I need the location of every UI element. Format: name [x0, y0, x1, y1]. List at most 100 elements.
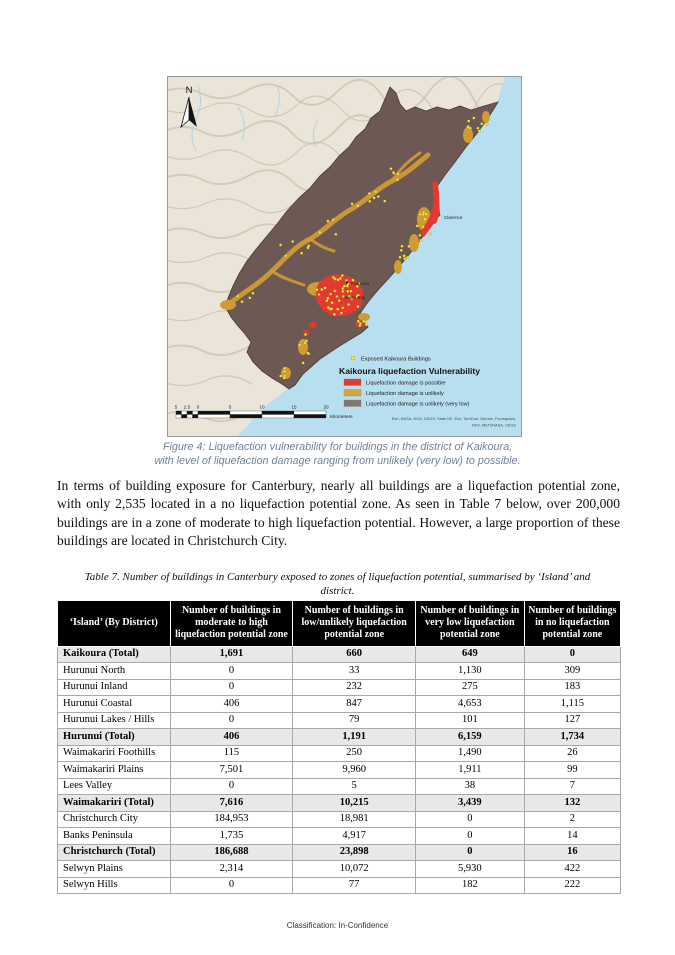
south-bay-label: South Bay — [344, 295, 366, 300]
district-cell: Christchurch (Total) — [57, 843, 171, 862]
value-cell: 0 — [415, 827, 525, 845]
value-cell: 222 — [523, 876, 622, 895]
liquefaction-unlikely-zones — [220, 111, 490, 379]
value-cell: 0 — [415, 810, 525, 829]
table-row: Christchurch City 184,953 18,981 0 2 — [57, 810, 622, 829]
district-cell: Waimakariri (Total) — [57, 794, 171, 812]
value-cell: 275 — [415, 678, 525, 697]
value-cell: 1,911 — [415, 761, 525, 779]
table-row: Selwyn Plains 2,314 10,072 5,930 422 — [57, 860, 622, 878]
scale-bar: 5 2.5 0 5 10 15 20 — [175, 405, 354, 421]
table-row: Hurunui North 0 33 1,130 309 — [57, 662, 622, 680]
value-cell: 1,691 — [169, 645, 294, 664]
kaikoura-label: Kaikoura — [351, 281, 370, 286]
district-cell: Hurunui Inland — [57, 678, 171, 697]
value-cell: 16 — [523, 843, 622, 862]
place-labels: Clarence Kaikoura South Bay — [344, 215, 463, 300]
value-cell: 115 — [169, 744, 294, 763]
legend-swatch — [343, 399, 362, 407]
building-dots — [236, 116, 489, 380]
value-cell: 5,930 — [415, 860, 525, 878]
legend-title: Kaikoura liquefaction Vulnerability — [339, 366, 480, 376]
map-attribution-line1: Esri, NASA, NGA, USGS, Stats NZ, Esri, T… — [392, 416, 516, 421]
value-cell: 309 — [523, 662, 622, 680]
district-cell: Waimakariri Plains — [57, 761, 171, 779]
district-cell: Hurunui Coastal — [57, 695, 171, 713]
value-cell: 10,215 — [292, 794, 417, 812]
value-cell: 7,616 — [169, 794, 294, 812]
value-cell: 101 — [415, 711, 525, 730]
legend-item-label: Liquefaction damage is possible — [366, 380, 446, 386]
district-cell: Hurunui (Total) — [57, 728, 171, 746]
header-very-low: Number of buildings in very low liquefac… — [415, 600, 525, 647]
value-cell: 660 — [292, 645, 417, 664]
table-row: Hurunui Coastal 406 847 4,653 1,115 — [57, 695, 622, 713]
district-cell: Christchurch City — [57, 810, 171, 829]
district-cell: Kaikoura (Total) — [57, 645, 171, 664]
value-cell: 0 — [169, 777, 294, 796]
value-cell: 847 — [292, 695, 417, 713]
value-cell: 4,653 — [415, 695, 525, 713]
value-cell: 5 — [292, 777, 417, 796]
table-header: ‘Island’ (By District) Number of buildin… — [57, 600, 622, 647]
table-row: Hurunui (Total) 406 1,191 6,159 1,734 — [57, 728, 622, 746]
table-row: Hurunui Inland 0 232 275 183 — [57, 678, 622, 697]
value-cell: 184,953 — [169, 810, 294, 829]
legend-swatch — [343, 389, 362, 397]
kaikoura-marker — [346, 281, 348, 284]
table-7: ‘Island’ (By District) Number of buildin… — [57, 600, 622, 895]
value-cell: 186,688 — [169, 843, 294, 862]
value-cell: 4,917 — [292, 827, 417, 845]
table-row: Selwyn Hills 0 77 182 222 — [57, 876, 622, 895]
table-row: Christchurch (Total) 186,688 23,898 0 16 — [57, 843, 622, 862]
table-row: Waimakariri Plains 7,501 9,960 1,911 99 — [57, 761, 622, 779]
map-attribution-line2: FAO, METI/NASA, USGS — [472, 423, 517, 428]
district-cell: Lees Valley — [57, 777, 171, 796]
value-cell: 14 — [523, 827, 622, 845]
figure-caption-line1: Figure 4: Liquefaction vulnerability for… — [162, 441, 513, 453]
value-cell: 232 — [292, 678, 417, 697]
value-cell: 1,490 — [415, 744, 525, 763]
map-legend: Exposed Kaikoura Buildings Kaikoura liqu… — [339, 355, 517, 428]
table-row: Waimakariri (Total) 7,616 10,215 3,439 132 — [57, 794, 622, 812]
table-caption: Table 7. Number of buildings in Canterbu… — [84, 571, 591, 598]
figure-caption: Figure 4: Liquefaction vulnerability for… — [0, 440, 675, 468]
value-cell: 7 — [523, 777, 622, 796]
value-cell: 0 — [169, 711, 294, 730]
value-cell: 1,735 — [169, 827, 294, 845]
legend-buildings-label: Exposed Kaikoura Buildings — [361, 357, 431, 363]
legend-swatch — [343, 378, 362, 386]
value-cell: 23,898 — [292, 843, 417, 862]
value-cell: 1,734 — [523, 728, 622, 746]
district-cell: Waimakariri Foothills — [57, 744, 171, 763]
value-cell: 1,191 — [292, 728, 417, 746]
table-row: Lees Valley 0 5 38 7 — [57, 777, 622, 796]
value-cell: 2 — [523, 810, 622, 829]
value-cell: 99 — [523, 761, 622, 779]
table-row: Kaikoura (Total) 1,691 660 649 0 — [57, 645, 622, 664]
legend-item-label: Liquefaction damage is unlikely — [366, 391, 444, 397]
value-cell: 1,130 — [415, 662, 525, 680]
streams — [191, 84, 319, 152]
district-cell: Selwyn Hills — [57, 876, 171, 895]
scale-tick: 5 — [175, 405, 178, 410]
value-cell: 2,314 — [169, 860, 294, 878]
value-cell: 38 — [415, 777, 525, 796]
value-cell: 132 — [523, 794, 622, 812]
value-cell: 0 — [523, 645, 622, 664]
scale-tick: 5 — [229, 405, 232, 410]
value-cell: 0 — [169, 678, 294, 697]
value-cell: 649 — [415, 645, 525, 664]
header-island: ‘Island’ (By District) — [57, 600, 171, 647]
value-cell: 9,960 — [292, 761, 417, 779]
table-row: Waimakariri Foothills 115 250 1,490 26 — [57, 744, 622, 763]
scale-tick: 0 — [197, 405, 200, 410]
clarence-label: Clarence — [444, 215, 463, 220]
header-no-zone: Number of buildings in no liquefaction p… — [523, 600, 622, 647]
value-cell: 6,159 — [415, 728, 525, 746]
sea — [238, 77, 521, 436]
legend-building-dot-icon — [350, 355, 356, 361]
district-cell: Hurunui North — [57, 662, 171, 680]
scale-tick: 15 — [291, 405, 297, 410]
